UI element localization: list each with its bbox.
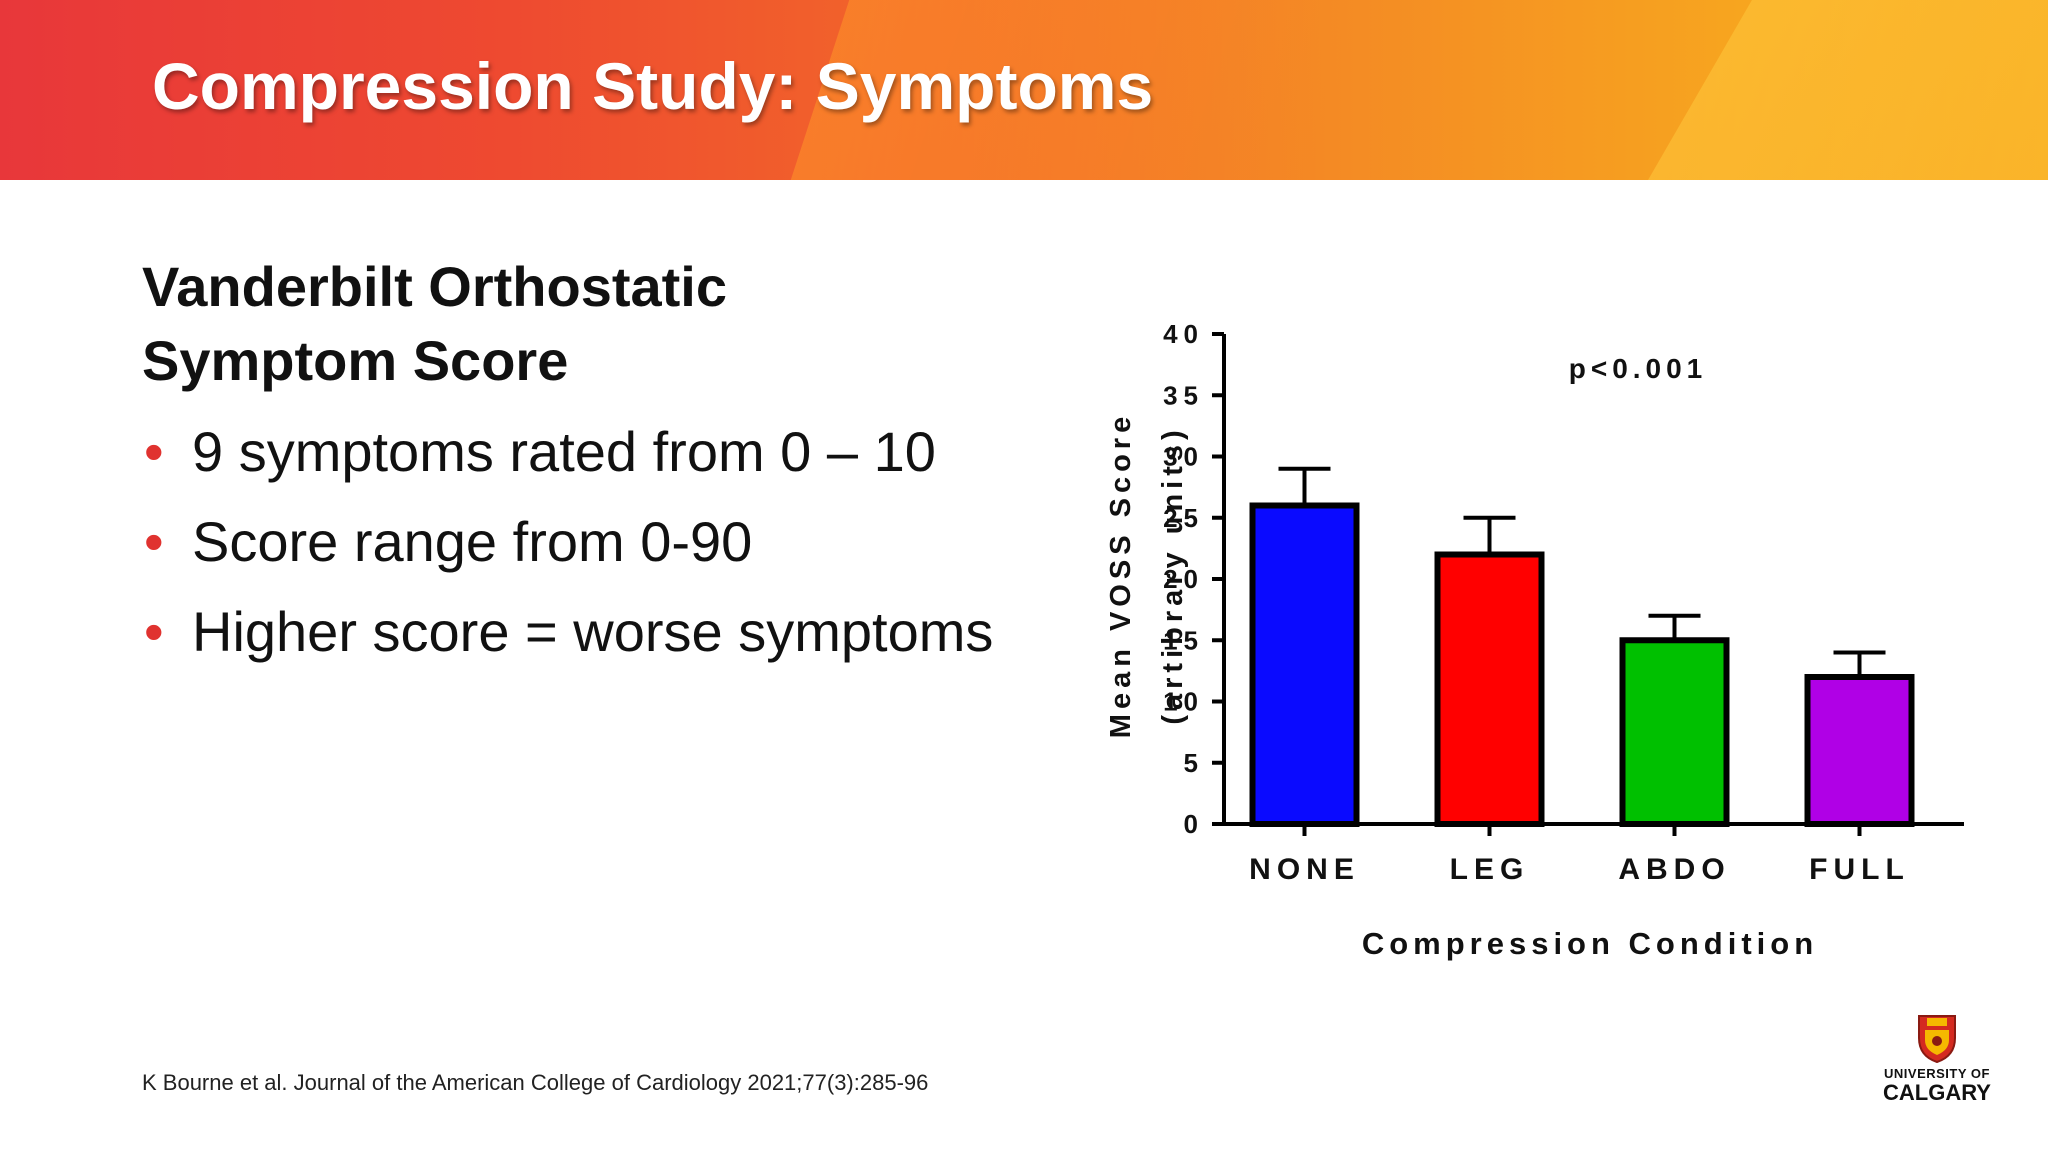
y-tick-label: 10 xyxy=(1163,687,1204,717)
bullet-text: Higher score = worse symptoms xyxy=(192,600,994,663)
y-axis-label: Mean VOSS Score xyxy=(1105,412,1137,738)
citation: K Bourne et al. Journal of the American … xyxy=(142,1070,929,1095)
university-logo: UNIVERSITY OF CALGARY xyxy=(1872,1010,2002,1105)
section-heading: Vanderbilt Orthostatic Symptom Score xyxy=(142,255,727,392)
voss-bar-chart: 0 5 10 15 20 25 30 35 40 NONE LEG ABDO FULL p<0.001 Co… xyxy=(1105,319,1964,961)
y-tick-label: 35 xyxy=(1163,380,1204,410)
x-tick-label: NONE xyxy=(1249,853,1360,886)
logo-text-line1: UNIVERSITY OF xyxy=(1884,1066,1990,1081)
bullet-dot-icon: • xyxy=(144,510,164,573)
bullet-dot-icon: • xyxy=(144,600,164,663)
y-tick-label: 40 xyxy=(1163,319,1204,349)
bullet-item: • Score range from 0-90 xyxy=(142,510,993,600)
bar-leg xyxy=(1434,551,1545,827)
x-tick-label: LEG xyxy=(1450,853,1530,886)
x-axis-label: Compression Condition xyxy=(1362,926,1818,961)
p-value-annotation: p<0.001 xyxy=(1569,353,1708,384)
bullet-text: 9 symptoms rated from 0 – 10 xyxy=(192,420,936,483)
bullet-list: • 9 symptoms rated from 0 – 10 • Score ran… xyxy=(142,420,993,690)
y-tick-label: 5 xyxy=(1184,748,1204,778)
x-tick-label: FULL xyxy=(1809,853,1910,886)
logo-text-line2: CALGARY xyxy=(1883,1080,1991,1105)
bullet-dot-icon: • xyxy=(144,420,164,483)
bullet-text: Score range from 0-90 xyxy=(192,510,753,573)
university-crest-icon xyxy=(1918,1015,1956,1064)
bar-full xyxy=(1804,674,1915,827)
y-tick-label: 20 xyxy=(1163,564,1204,594)
x-tick-label: ABDO xyxy=(1618,853,1730,886)
y-axis-label-units: (artibrary units) xyxy=(1157,425,1189,724)
bar-abdo xyxy=(1619,637,1730,827)
slide-title: Compression Study: Symptoms xyxy=(152,49,1154,123)
y-tick-label: 15 xyxy=(1163,625,1204,655)
bullet-item: • Higher score = worse symptoms xyxy=(142,600,993,690)
y-tick-label: 30 xyxy=(1163,442,1204,472)
bar-none xyxy=(1249,502,1360,827)
banner-streak xyxy=(1624,0,2048,180)
bullet-item: • 9 symptoms rated from 0 – 10 xyxy=(142,420,993,510)
y-tick-label: 25 xyxy=(1163,503,1204,533)
y-tick-label: 0 xyxy=(1184,809,1204,839)
title-banner: Compression Study: Symptoms xyxy=(0,0,2048,180)
